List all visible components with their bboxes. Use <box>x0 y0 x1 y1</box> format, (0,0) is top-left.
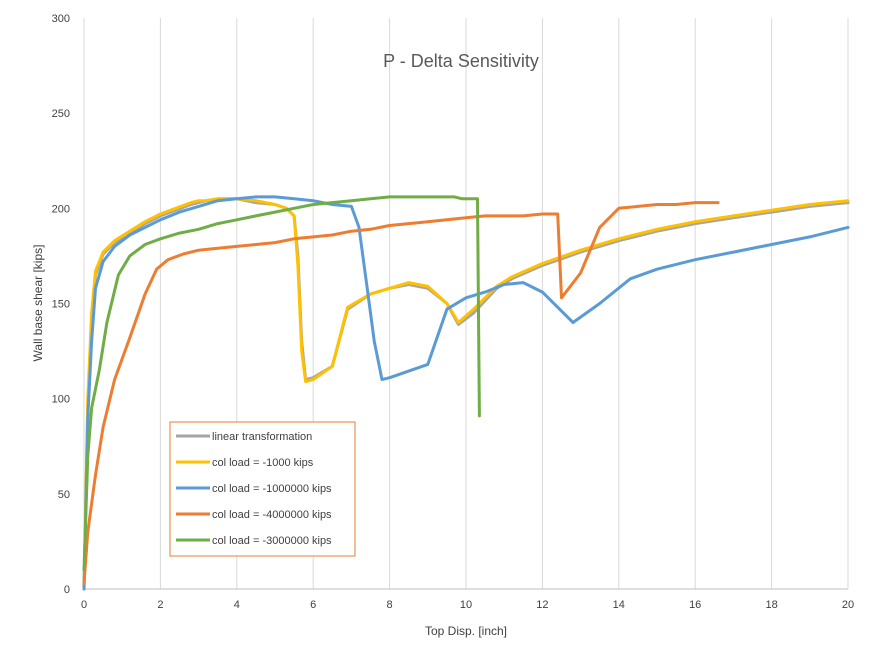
y-tick-label-4: 200 <box>52 203 70 215</box>
x-tick-label-6: 12 <box>536 599 548 611</box>
x-tick-label-8: 16 <box>689 599 701 611</box>
legend-label-3: col load = -4000000 kips <box>212 509 332 521</box>
y-tick-label-5: 250 <box>52 108 70 120</box>
grid-layer <box>83 18 849 589</box>
x-tick-label-10: 20 <box>842 599 854 611</box>
series-line-3 <box>82 201 720 585</box>
legend-label-1: col load = -1000 kips <box>212 457 314 469</box>
legend-label-2: col load = -1000000 kips <box>212 483 332 495</box>
series-layer <box>82 195 850 591</box>
legend-label-0: linear transformation <box>212 431 312 443</box>
series-line-1 <box>82 197 850 591</box>
y-tick-label-3: 150 <box>52 299 70 311</box>
x-tick-label-5: 10 <box>460 599 472 611</box>
x-tick-label-3: 6 <box>310 599 316 611</box>
x-tick-label-0: 0 <box>81 599 87 611</box>
y-axis-title: Wall base shear [kips] <box>31 245 45 362</box>
legend-label-4: col load = -3000000 kips <box>212 535 332 547</box>
x-axis-title: Top Disp. [inch] <box>425 624 507 638</box>
y-tick-label-1: 50 <box>58 489 70 501</box>
series-line-2 <box>82 195 850 591</box>
y-tick-label-6: 300 <box>52 13 70 25</box>
x-tick-label-9: 18 <box>765 599 777 611</box>
series-line-4 <box>82 195 481 572</box>
x-tick-label-1: 2 <box>157 599 163 611</box>
x-tick-label-7: 14 <box>613 599 625 611</box>
legend: linear transformation col load = -1000 ki… <box>169 421 356 557</box>
y-tick-label-2: 100 <box>52 394 70 406</box>
y-tick-label-0: 0 <box>64 584 70 596</box>
x-tick-label-4: 8 <box>387 599 393 611</box>
x-tick-label-2: 4 <box>234 599 240 611</box>
chart-title: P - Delta Sensitivity <box>383 51 539 71</box>
